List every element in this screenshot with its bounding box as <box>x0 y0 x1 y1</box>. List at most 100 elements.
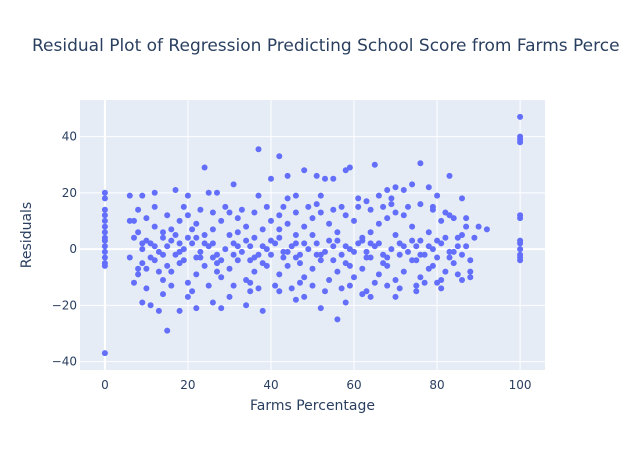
data-point <box>409 181 416 188</box>
data-point <box>168 237 175 244</box>
data-point <box>168 282 175 289</box>
data-point <box>172 232 179 238</box>
data-point <box>131 279 137 286</box>
data-point <box>160 229 166 236</box>
data-point <box>463 223 470 230</box>
data-point <box>164 327 171 334</box>
data-point <box>413 282 420 289</box>
x-tick-labels: 0 20 40 60 80 100 <box>101 378 531 392</box>
data-point <box>276 212 283 219</box>
data-point <box>268 237 274 244</box>
data-point <box>330 257 337 264</box>
data-point <box>164 262 171 269</box>
data-point <box>230 181 237 188</box>
data-point <box>463 215 470 222</box>
data-point <box>151 189 158 196</box>
data-point <box>405 248 411 255</box>
data-point <box>101 223 108 230</box>
data-point <box>101 195 108 202</box>
data-point <box>334 229 341 236</box>
data-point <box>317 251 324 258</box>
data-point <box>334 237 341 244</box>
data-point <box>284 220 291 227</box>
data-point <box>313 172 320 179</box>
data-point <box>446 172 453 179</box>
data-point <box>218 274 225 281</box>
data-point <box>471 234 478 241</box>
data-point <box>346 164 353 171</box>
data-point <box>184 293 191 300</box>
data-point <box>330 206 337 213</box>
x-tick-label: 60 <box>346 378 361 392</box>
data-point <box>234 229 241 236</box>
data-point <box>409 257 416 264</box>
data-point <box>101 243 108 250</box>
data-point <box>517 139 524 146</box>
data-point <box>251 268 258 275</box>
data-point <box>205 189 212 196</box>
data-point <box>176 240 183 247</box>
data-point <box>209 240 216 247</box>
data-point <box>151 243 158 250</box>
data-point <box>450 248 457 255</box>
data-point <box>251 209 258 216</box>
data-point <box>400 187 407 193</box>
data-point <box>193 220 200 227</box>
data-point <box>263 262 270 269</box>
data-point <box>209 209 216 216</box>
data-point <box>209 226 216 233</box>
data-point <box>322 175 328 182</box>
data-point <box>326 220 333 227</box>
data-point <box>284 262 291 269</box>
data-point <box>126 192 133 199</box>
data-point <box>280 203 287 210</box>
data-point <box>351 217 357 224</box>
data-point <box>101 189 108 196</box>
data-point <box>355 240 362 247</box>
data-point <box>400 212 407 219</box>
data-point <box>413 288 420 295</box>
data-point <box>305 246 312 253</box>
data-point <box>101 350 108 357</box>
data-point <box>392 277 399 283</box>
data-point <box>375 220 382 227</box>
data-point <box>392 209 399 216</box>
data-point <box>517 246 524 253</box>
data-point <box>396 251 403 258</box>
data-point <box>160 277 166 283</box>
data-point <box>309 215 316 222</box>
data-point <box>193 234 200 241</box>
data-point <box>388 201 395 208</box>
data-point <box>284 172 291 179</box>
data-point <box>288 243 295 250</box>
data-point <box>400 268 407 275</box>
data-point <box>218 305 225 312</box>
data-point <box>367 206 374 213</box>
data-point <box>363 254 370 261</box>
data-point <box>425 229 432 236</box>
y-tick-label: 20 <box>62 186 77 200</box>
y-tick-label: 0 <box>69 242 77 256</box>
data-point <box>222 203 229 210</box>
data-point <box>367 229 374 236</box>
data-point <box>101 254 108 261</box>
data-point <box>147 302 154 309</box>
data-point <box>417 237 424 244</box>
data-point <box>438 217 445 224</box>
data-point <box>135 229 142 236</box>
data-point <box>151 203 158 210</box>
data-point <box>168 226 175 233</box>
data-point <box>375 192 382 199</box>
data-point <box>176 217 183 224</box>
data-point <box>135 271 142 278</box>
data-point <box>135 206 142 213</box>
x-tick-label: 20 <box>180 378 195 392</box>
data-point <box>272 282 279 289</box>
data-point <box>396 285 403 292</box>
gridlines <box>80 100 545 370</box>
y-tick-labels: −40 −20 0 20 40 <box>52 130 77 369</box>
data-point <box>222 246 229 253</box>
data-point <box>459 251 465 258</box>
data-point <box>251 234 258 241</box>
